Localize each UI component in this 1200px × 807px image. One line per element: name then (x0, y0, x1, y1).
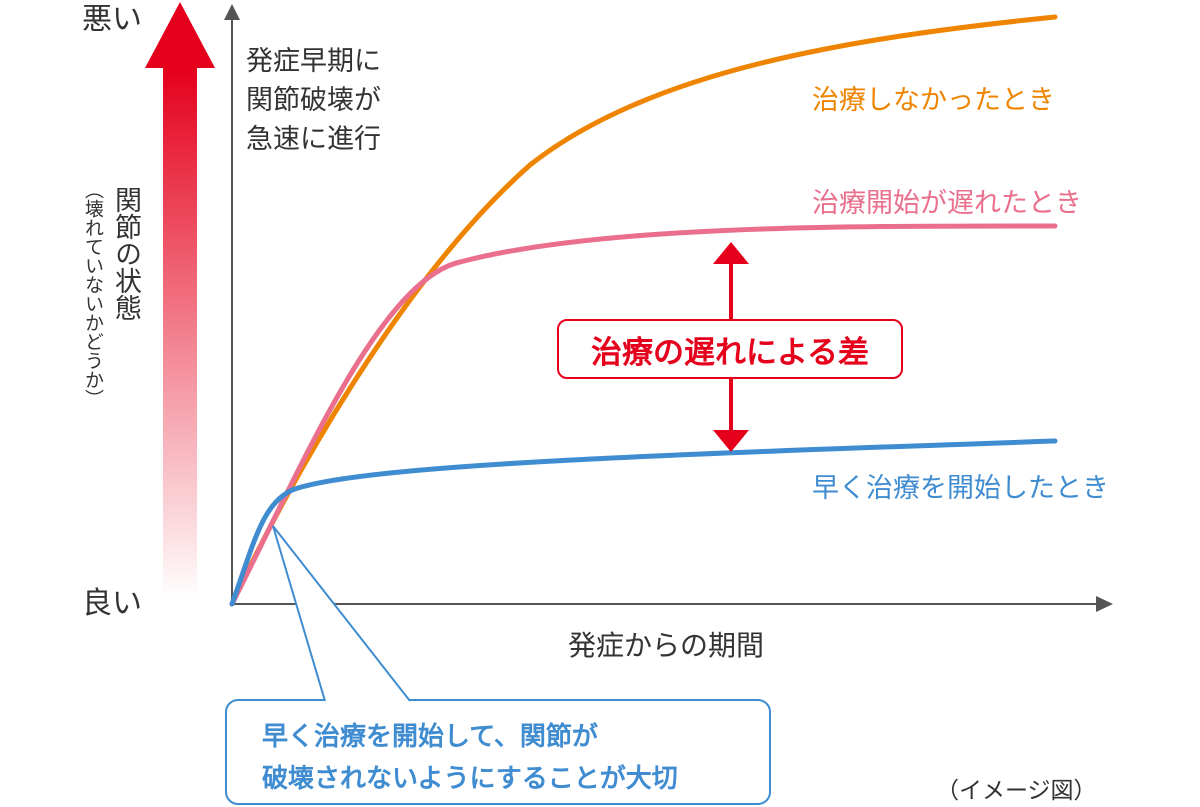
annotation-line: 発症早期に (246, 46, 381, 77)
label-early-treatment: 早く治療を開始したとき (812, 473, 1109, 504)
axes (224, 4, 1113, 612)
y-axis-top-label: 悪い (82, 2, 142, 37)
callout-shape (225, 525, 771, 805)
y-axis-arrowhead (224, 4, 240, 20)
x-axis-arrowhead (1096, 596, 1113, 612)
severity-arrow (145, 2, 215, 600)
callout-line: 破壊されないようにすることが大切 (262, 764, 678, 794)
callout-line: 早く治療を開始して、関節が (262, 722, 598, 752)
annotation-line: 急速に進行 (246, 124, 381, 155)
annotation-early-progression: 発症早期に 関節破壊が 急速に進行 (246, 42, 416, 159)
curve-early-treatment (229, 438, 1058, 607)
label-no-treatment: 治療しなかったとき (812, 85, 1055, 116)
y-axis-subtitle: （壊れていないかどうか） (82, 180, 104, 408)
gap-label: 治療の遅れによる差 (590, 334, 870, 371)
callout-text: 早く治療を開始して、関節が 破壊されないようにすることが大切 (262, 716, 782, 800)
annotation-line: 関節破壊が (246, 85, 381, 116)
gap-double-arrow (713, 242, 749, 452)
y-axis-title: 関節の状態 (110, 186, 141, 321)
image-note: （イメージ図） (936, 778, 1097, 804)
curve-late-treatment (229, 223, 1058, 607)
label-late-treatment: 治療開始が遅れたとき (812, 188, 1082, 219)
x-axis-label: 発症からの期間 (568, 629, 765, 662)
gap-label-box: 治療の遅れによる差 (557, 319, 903, 379)
y-axis-bottom-label: 良い (82, 586, 142, 621)
